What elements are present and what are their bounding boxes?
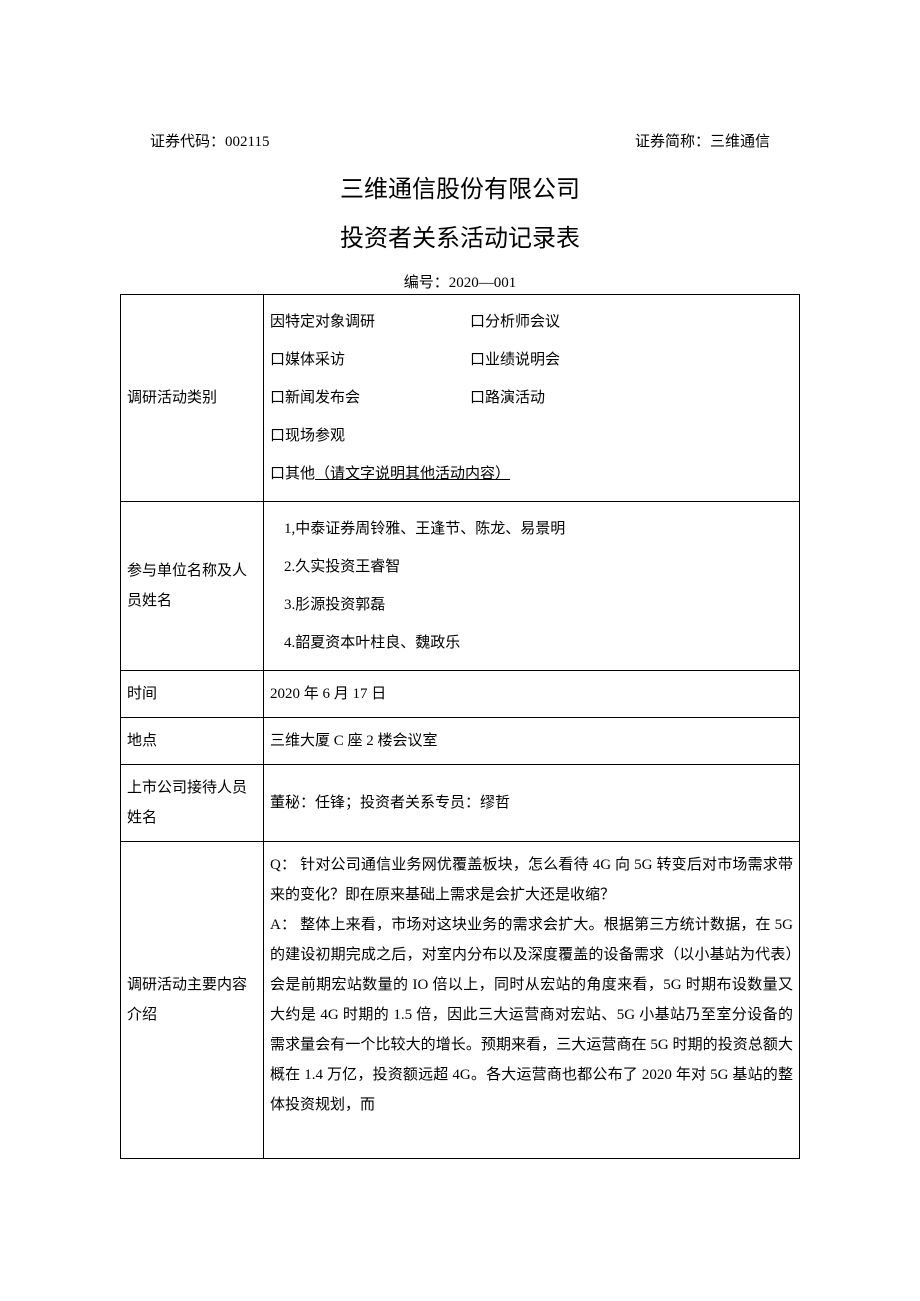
security-name: 证券简称：三维通信 [635,130,770,151]
security-code: 证券代码：002115 [150,130,269,151]
row-label-location: 地点 [121,718,264,765]
time-value: 2020 年 6 月 17 日 [264,671,800,718]
content-cell: Q： 针对公司通信业务网优覆盖板块，怎么看待 4G 向 5G 转变后对市场需求带… [264,842,800,1159]
checkbox-press-conference: 口新闻发布会 [270,383,470,413]
participants-cell: 1,中泰证券周铃雅、王逢节、陈龙、易景明 2.久实投资王睿智 3.肜源投资郭磊 … [264,502,800,671]
document-number: 编号：2020—001 [120,271,800,292]
location-value: 三维大厦 C 座 2 楼会议室 [264,718,800,765]
checkbox-analyst-meeting: 口分析师会议 [470,307,560,337]
row-label-content: 调研活动主要内容介绍 [121,842,264,1159]
checkbox-media-interview: 口媒体采访 [270,345,470,375]
participant-item: 3.肜源投资郭磊 [270,586,793,624]
header-line: 证券代码：002115 证券简称：三维通信 [120,130,800,151]
checkbox-other: 口其他（请文字说明其他活动内容） [270,459,510,489]
checkbox-performance-briefing: 口业绩说明会 [470,345,560,375]
participant-item: 4.韶夏资本叶柱良、魏政乐 [270,624,793,662]
form-subtitle: 投资者关系活动记录表 [120,218,800,253]
reception-value: 董秘：任锋；投资者关系专员：缪哲 [264,765,800,842]
participant-item: 1,中泰证券周铃雅、王逢节、陈龙、易景明 [270,510,793,548]
participant-item: 2.久实投资王睿智 [270,548,793,586]
document-page: 证券代码：002115 证券简称：三维通信 三维通信股份有限公司 投资者关系活动… [0,0,920,1219]
checkbox-roadshow: 口路演活动 [470,383,545,413]
record-table: 调研活动类别 因特定对象调研 口分析师会议 口媒体采访 口业绩说明会 口新闻发布… [120,294,800,1159]
company-title: 三维通信股份有限公司 [120,169,800,204]
row-label-participants: 参与单位名称及人员姓名 [121,502,264,671]
category-cell: 因特定对象调研 口分析师会议 口媒体采访 口业绩说明会 口新闻发布会 口路演活动… [264,295,800,502]
qa-answer: A： 整体上来看，市场对这块业务的需求会扩大。根据第三方统计数据，在 5G 的建… [270,910,793,1120]
checkbox-specific-research: 因特定对象调研 [270,307,470,337]
qa-question: Q： 针对公司通信业务网优覆盖板块，怎么看待 4G 向 5G 转变后对市场需求带… [270,850,793,910]
row-label-category: 调研活动类别 [121,295,264,502]
row-label-reception: 上市公司接待人员姓名 [121,765,264,842]
row-label-time: 时间 [121,671,264,718]
checkbox-site-visit: 口现场参观 [270,421,345,451]
